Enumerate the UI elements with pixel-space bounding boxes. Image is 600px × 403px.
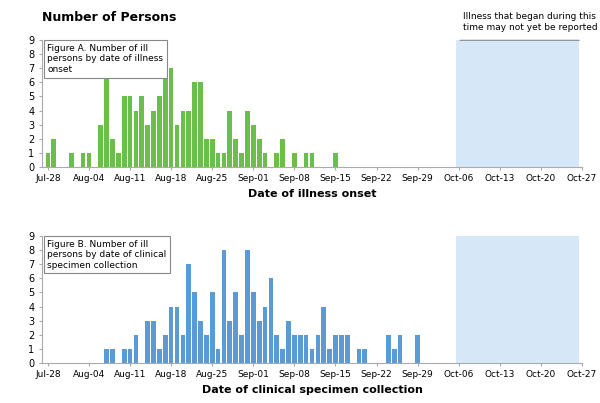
Bar [175, 307, 179, 363]
Bar [280, 349, 285, 363]
Bar [310, 153, 314, 167]
Bar [221, 153, 226, 167]
Bar [187, 110, 191, 167]
Bar [392, 349, 397, 363]
Bar [134, 334, 138, 363]
Bar [110, 349, 115, 363]
Bar [227, 320, 232, 363]
Bar [145, 125, 150, 167]
Bar [456, 236, 579, 363]
Bar [151, 320, 156, 363]
Bar [274, 153, 279, 167]
Bar [310, 349, 314, 363]
Bar [292, 153, 297, 167]
Bar [292, 334, 297, 363]
Bar [128, 349, 133, 363]
Bar [251, 125, 256, 167]
Bar [46, 153, 50, 167]
Bar [198, 83, 203, 167]
Bar [345, 334, 350, 363]
Bar [245, 110, 250, 167]
Bar [122, 349, 127, 363]
Bar [257, 320, 262, 363]
Bar [122, 96, 127, 167]
Bar [216, 349, 220, 363]
Bar [257, 139, 262, 167]
Bar [316, 334, 320, 363]
Bar [134, 110, 138, 167]
Bar [456, 40, 579, 167]
Bar [322, 307, 326, 363]
Bar [221, 250, 226, 363]
Bar [181, 334, 185, 363]
Bar [145, 320, 150, 363]
Bar [151, 110, 156, 167]
Bar [415, 334, 420, 363]
Text: Illness that began during this
time may not yet be reported: Illness that began during this time may … [463, 12, 598, 32]
Bar [304, 153, 308, 167]
Bar [263, 307, 268, 363]
X-axis label: Date of clinical specimen collection: Date of clinical specimen collection [202, 385, 422, 395]
Bar [104, 349, 109, 363]
Bar [175, 125, 179, 167]
Bar [286, 320, 291, 363]
Bar [86, 153, 91, 167]
Bar [181, 110, 185, 167]
Bar [280, 139, 285, 167]
Bar [239, 334, 244, 363]
Bar [69, 153, 74, 167]
Bar [216, 153, 220, 167]
Bar [398, 334, 403, 363]
Bar [233, 293, 238, 363]
Bar [386, 334, 391, 363]
Bar [263, 153, 268, 167]
Bar [227, 110, 232, 167]
Bar [210, 139, 215, 167]
Bar [233, 139, 238, 167]
Bar [274, 334, 279, 363]
Bar [104, 69, 109, 167]
Bar [187, 264, 191, 363]
Bar [116, 153, 121, 167]
Bar [198, 320, 203, 363]
Bar [157, 349, 162, 363]
Bar [192, 83, 197, 167]
Bar [139, 96, 144, 167]
Bar [210, 293, 215, 363]
Bar [163, 69, 167, 167]
X-axis label: Date of illness onset: Date of illness onset [248, 189, 376, 199]
Bar [333, 334, 338, 363]
Bar [81, 153, 85, 167]
Bar [362, 349, 367, 363]
Bar [52, 139, 56, 167]
Text: Figure B. Number of ill
persons by date of clinical
specimen collection: Figure B. Number of ill persons by date … [47, 240, 167, 270]
Bar [192, 293, 197, 363]
Bar [163, 334, 167, 363]
Bar [110, 139, 115, 167]
Bar [269, 278, 273, 363]
Text: Number of Persons: Number of Persons [42, 11, 176, 24]
Bar [204, 139, 209, 167]
Bar [169, 307, 173, 363]
Bar [128, 96, 133, 167]
Bar [169, 69, 173, 167]
Text: Figure A. Number of ill
persons by date of illness
onset: Figure A. Number of ill persons by date … [47, 44, 163, 74]
Bar [356, 349, 361, 363]
Bar [327, 349, 332, 363]
Bar [157, 96, 162, 167]
Bar [339, 334, 344, 363]
Bar [239, 153, 244, 167]
Bar [298, 334, 302, 363]
Bar [333, 153, 338, 167]
Bar [204, 334, 209, 363]
Bar [245, 250, 250, 363]
Bar [98, 125, 103, 167]
Bar [251, 293, 256, 363]
Bar [304, 334, 308, 363]
